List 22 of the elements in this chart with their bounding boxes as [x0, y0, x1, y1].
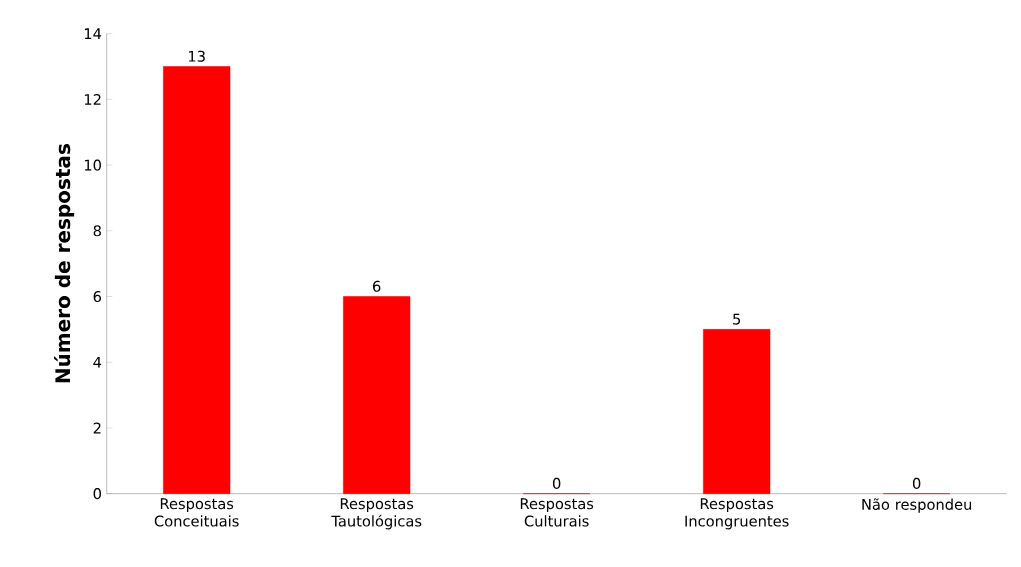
x-tick-label: Respostas Conceituais [154, 498, 239, 527]
data-label: 0 [912, 477, 921, 489]
bar [163, 66, 231, 494]
data-label: 0 [552, 477, 561, 489]
y-tick-label: 8 [93, 225, 101, 237]
x-tick-label: Respostas Incongruentes [685, 498, 789, 530]
y-axis-title: Número de respostas [53, 144, 75, 383]
x-tick-label: Respostas Culturais [520, 498, 594, 527]
x-tick-label: Não respondeu [862, 498, 972, 513]
y-tick-label: 14 [84, 28, 102, 40]
data-label: 6 [373, 280, 381, 292]
y-tick-label: 4 [93, 356, 102, 368]
y-tick-label: 10 [84, 159, 101, 171]
y-tick-label: 0 [93, 488, 101, 500]
y-tick-label: 2 [93, 422, 101, 434]
x-tick-label: Respostas Tautológicas [331, 498, 422, 530]
y-tick-label: 12 [84, 93, 101, 105]
data-label: 5 [733, 313, 741, 325]
bar [343, 296, 411, 494]
bar [703, 329, 771, 494]
y-tick-label: 6 [93, 290, 102, 303]
data-label: 13 [188, 50, 205, 62]
